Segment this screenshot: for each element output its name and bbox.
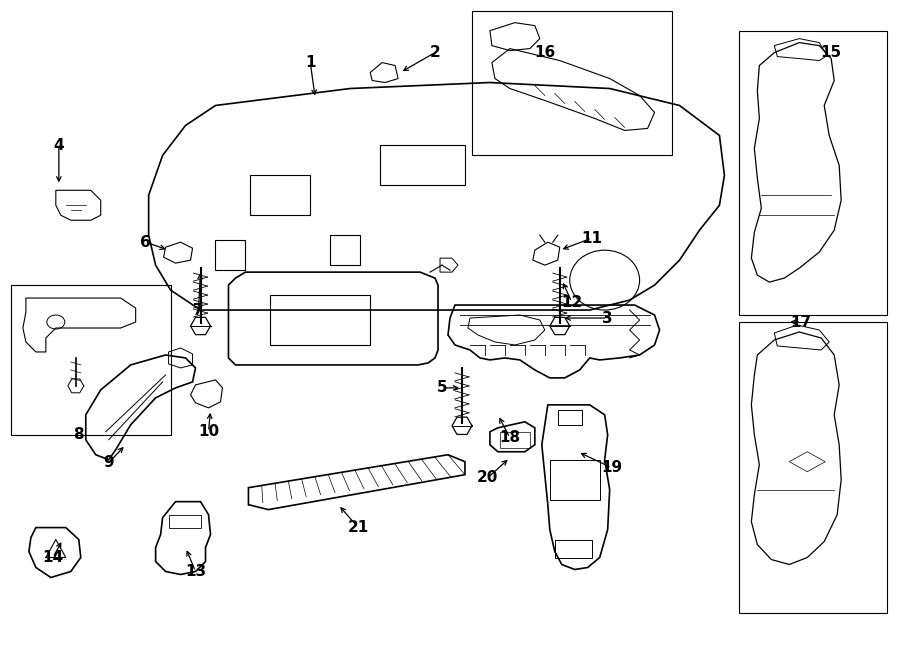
Bar — [472, 11, 671, 155]
Text: 16: 16 — [535, 45, 555, 60]
Text: 11: 11 — [581, 231, 602, 246]
Text: 4: 4 — [53, 138, 64, 153]
Text: 13: 13 — [185, 564, 206, 579]
Text: 5: 5 — [436, 380, 447, 395]
Text: 17: 17 — [791, 315, 812, 330]
Text: 3: 3 — [602, 311, 613, 325]
Text: 10: 10 — [198, 424, 219, 440]
Text: 2: 2 — [429, 45, 440, 60]
Text: 1: 1 — [305, 55, 316, 70]
Text: 12: 12 — [561, 295, 582, 309]
Text: 8: 8 — [74, 427, 84, 442]
Text: 14: 14 — [42, 550, 63, 565]
Bar — [740, 30, 887, 315]
Text: 20: 20 — [477, 470, 499, 485]
Text: 6: 6 — [140, 235, 151, 250]
Bar — [11, 285, 171, 435]
Text: 15: 15 — [821, 45, 842, 60]
Text: 7: 7 — [194, 303, 203, 317]
Text: 18: 18 — [500, 430, 520, 446]
Text: 9: 9 — [104, 455, 114, 470]
Bar — [740, 322, 887, 613]
Text: 19: 19 — [601, 460, 622, 475]
Text: 21: 21 — [347, 520, 369, 535]
